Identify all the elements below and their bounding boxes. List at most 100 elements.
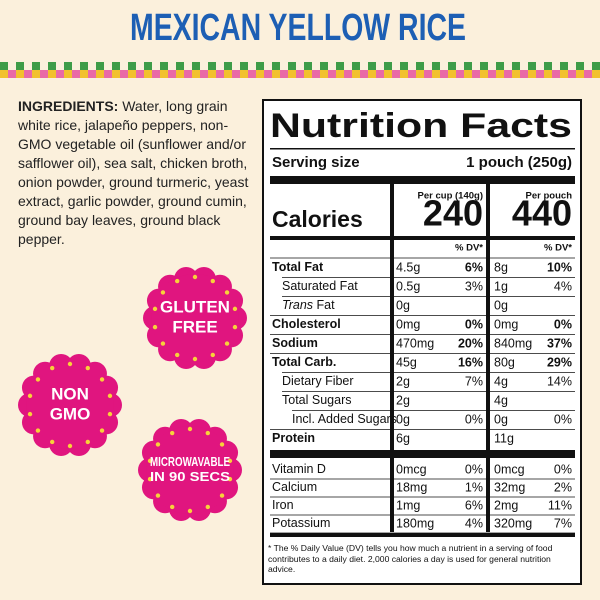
badge-dot	[227, 476, 233, 482]
daily-value: 16%	[458, 355, 483, 369]
check	[528, 62, 536, 70]
daily-value: 10%	[547, 260, 572, 274]
check	[512, 62, 520, 70]
badge-dot	[67, 361, 73, 367]
check	[160, 70, 168, 78]
badge-dot	[85, 439, 90, 445]
check	[248, 70, 256, 78]
check	[488, 62, 496, 70]
amount: 840mg	[494, 336, 532, 350]
check	[168, 70, 176, 78]
daily-value: 0%	[554, 462, 572, 476]
check	[184, 62, 192, 70]
check	[424, 70, 432, 78]
check	[256, 62, 264, 70]
amount: 2g	[396, 393, 410, 407]
nutrient-name: Fat	[317, 298, 336, 312]
check	[208, 62, 216, 70]
check	[440, 62, 448, 70]
nutrient-label: Dietary Fiber	[282, 374, 354, 388]
daily-value: 3%	[465, 279, 483, 293]
check	[112, 62, 120, 70]
check	[240, 70, 248, 78]
nutrient-name: Sodium	[272, 336, 318, 350]
check	[320, 70, 328, 78]
nutrient-name: Potassium	[272, 516, 330, 530]
check	[552, 62, 560, 70]
check	[40, 70, 48, 78]
badge-dot	[205, 430, 210, 436]
check	[96, 70, 104, 78]
nf-title: Nutrition Facts	[270, 107, 572, 145]
check	[96, 62, 104, 70]
badge-dot	[170, 504, 175, 510]
check	[488, 70, 496, 78]
column-divider	[486, 184, 490, 532]
check	[472, 70, 480, 78]
check	[592, 62, 600, 70]
rule	[270, 176, 575, 184]
check	[264, 70, 272, 78]
check	[24, 62, 32, 70]
check	[584, 70, 592, 78]
daily-value: 0%	[465, 412, 483, 426]
check	[584, 62, 592, 70]
badge-dot	[155, 442, 161, 447]
check	[392, 62, 400, 70]
check	[352, 62, 360, 70]
check	[200, 70, 208, 78]
nutrient-label: Sodium	[272, 336, 318, 350]
serving-label: Serving size	[272, 154, 360, 171]
daily-value: 37%	[547, 336, 572, 350]
daily-value: 7%	[465, 374, 483, 388]
check	[464, 70, 472, 78]
badge-dot	[155, 493, 161, 498]
check	[64, 70, 72, 78]
check	[456, 70, 464, 78]
check	[520, 62, 528, 70]
check	[160, 62, 168, 70]
nutrient-label: Cholesterol	[272, 317, 341, 331]
column-header: Per pouch	[526, 191, 573, 202]
amount: 8g	[494, 260, 508, 274]
check	[400, 62, 408, 70]
badge-text: IN 90 SECS	[150, 470, 230, 484]
check	[280, 62, 288, 70]
amount: 4.5g	[396, 260, 420, 274]
check	[112, 70, 120, 78]
nutrient-label: Iron	[272, 498, 294, 512]
check	[344, 62, 352, 70]
badge-dot	[99, 377, 105, 382]
badge-dot	[67, 443, 73, 449]
badge-dot	[232, 324, 238, 330]
check	[576, 70, 584, 78]
nutrition-facts: Nutrition Facts Serving size 1 pouch (250g…	[270, 107, 575, 537]
amount: 0mg	[494, 317, 518, 331]
nutrient-name: Iron	[272, 498, 294, 512]
check	[120, 70, 128, 78]
dv-header: % DV*	[544, 243, 572, 254]
badge-text: NON	[51, 384, 89, 403]
check	[568, 62, 576, 70]
badge-dot	[147, 458, 153, 464]
amount: 1g	[494, 279, 508, 293]
badge-dot	[99, 428, 105, 433]
badge-text: GLUTEN	[160, 297, 230, 316]
check	[0, 62, 8, 70]
check	[48, 62, 56, 70]
check	[464, 62, 472, 70]
rule	[270, 236, 575, 240]
check	[368, 62, 376, 70]
check	[512, 70, 520, 78]
check	[120, 62, 128, 70]
badge-dot	[175, 278, 180, 284]
amount: 2g	[396, 374, 410, 388]
amount: 0mcg	[396, 462, 427, 476]
daily-value: 20%	[458, 336, 483, 350]
check	[360, 70, 368, 78]
column-divider	[390, 184, 394, 532]
check	[560, 62, 568, 70]
check	[296, 62, 304, 70]
badge-dot	[107, 393, 113, 399]
